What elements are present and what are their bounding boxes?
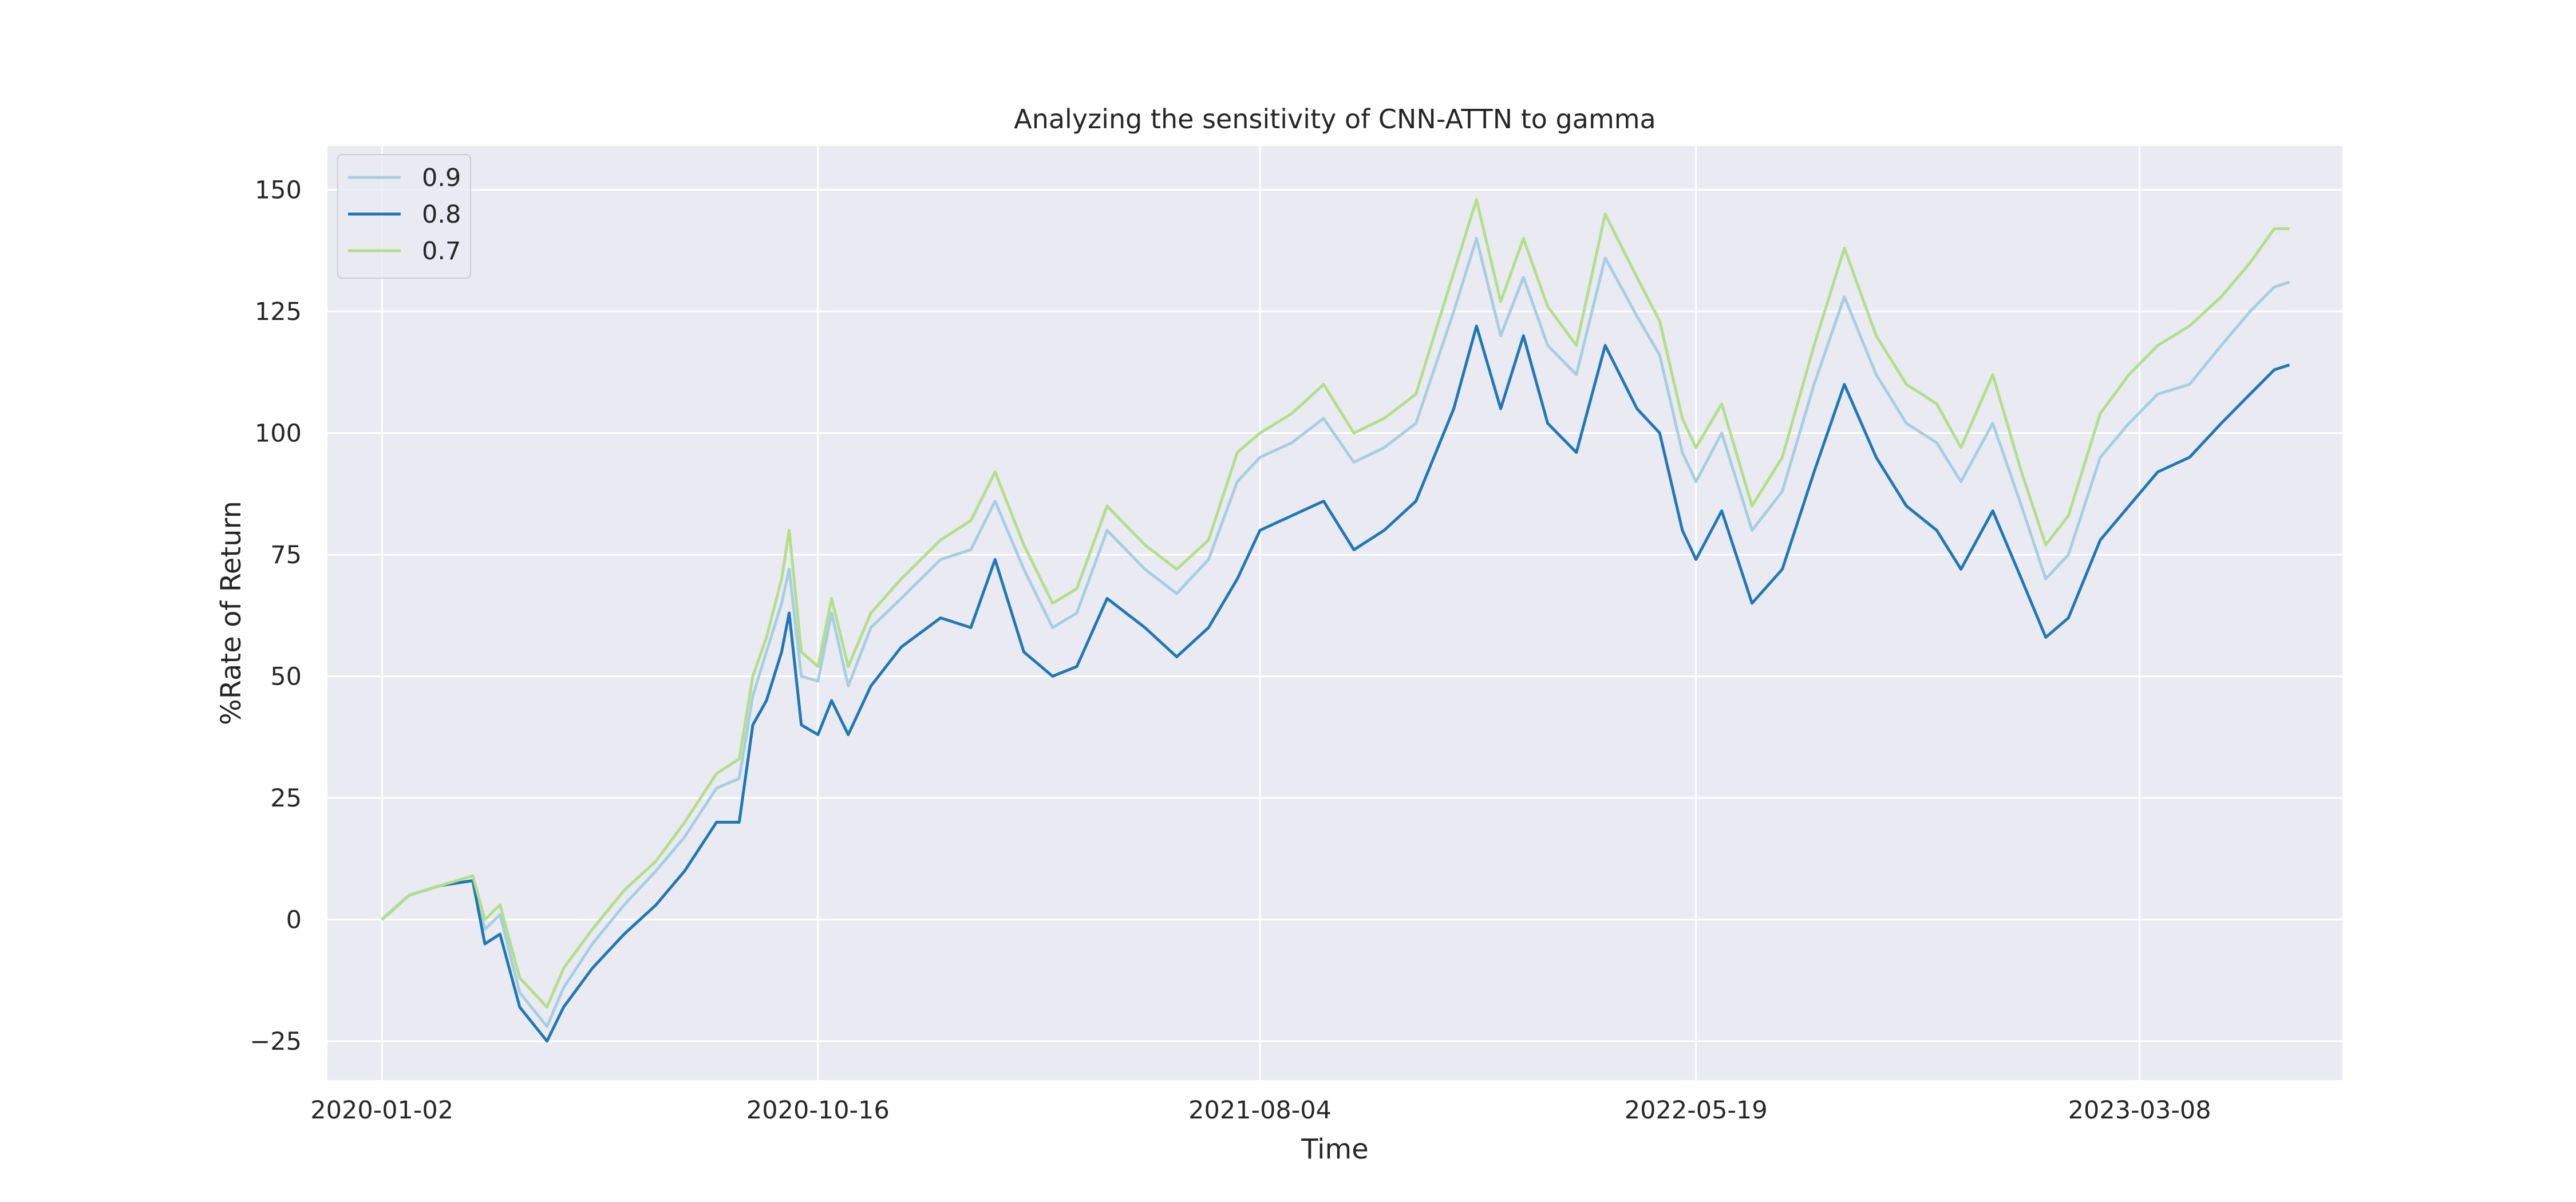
y-tick-label: 75 [270, 541, 302, 570]
y-tick-label: 125 [255, 298, 302, 326]
grid [327, 146, 2342, 1080]
y-tick-label: −25 [250, 1027, 302, 1056]
series-line-0.9 [381, 237, 2290, 1028]
y-tick-label: 100 [255, 420, 302, 448]
legend-box [337, 154, 471, 279]
plot-area [327, 146, 2342, 1080]
x-tick-label: 2023-03-08 [2068, 1096, 2211, 1125]
chart-title: Analyzing the sensitivity of CNN-ATTN to… [1014, 104, 1656, 135]
y-axis-ticks: 150 125 100 75 50 25 0 −25 [250, 176, 302, 1057]
x-tick-label: 2021-08-04 [1188, 1096, 1332, 1125]
legend-label: 0.9 [422, 164, 461, 192]
y-tick-label: 50 [270, 663, 302, 691]
x-tick-label: 2020-01-02 [310, 1096, 453, 1125]
x-axis-ticks: 2020-01-02 2020-10-16 2021-08-04 2022-05-19… [310, 1096, 2211, 1125]
series-line-0.7 [381, 198, 2290, 1009]
x-tick-label: 2022-05-19 [1625, 1096, 1768, 1125]
x-axis-label: Time [1301, 1133, 1368, 1165]
series-line-0.8 [381, 325, 2290, 1043]
y-tick-label: 0 [286, 906, 302, 935]
y-tick-label: 25 [270, 784, 302, 813]
legend-label: 0.8 [422, 200, 461, 229]
legend-label: 0.7 [422, 237, 461, 266]
x-tick-label: 2020-10-16 [746, 1096, 890, 1125]
legend: 0.9 0.8 0.7 [337, 154, 471, 279]
y-tick-label: 150 [255, 176, 302, 205]
y-axis-label: %Rate of Return [215, 501, 247, 725]
series-lines [381, 198, 2290, 1043]
